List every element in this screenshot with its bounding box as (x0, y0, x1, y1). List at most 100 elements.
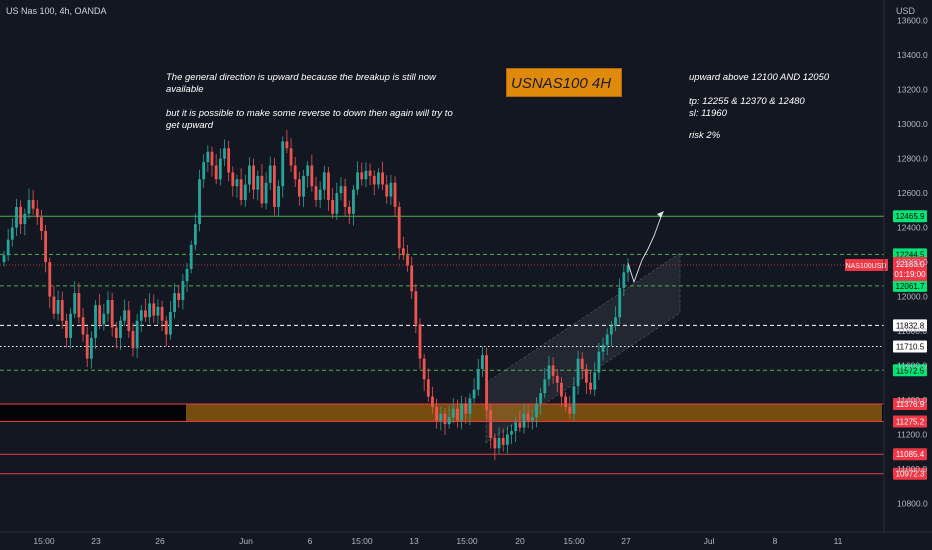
candle-body (139, 310, 143, 321)
candle-body (81, 317, 85, 335)
price-tick-label: 13200.0 (897, 85, 928, 95)
price-tick-label: 11800.0 (897, 326, 927, 336)
candle-body (181, 281, 185, 300)
candle-body (173, 293, 176, 313)
candle-body (364, 170, 368, 180)
level-badge (893, 448, 927, 461)
time-tick-label: 15:00 (33, 536, 55, 546)
candle-body (131, 331, 135, 349)
candle-body (256, 175, 260, 190)
projection-arrowhead (657, 211, 664, 218)
level-label: 12061.7 (896, 282, 925, 291)
candle-body (464, 403, 468, 414)
candle-body (526, 413, 530, 421)
candle-body (372, 175, 376, 185)
level-badge (893, 319, 927, 332)
candle-body (439, 413, 443, 421)
candle-body (327, 172, 330, 200)
candle-body (206, 151, 210, 163)
candle-body (189, 244, 193, 269)
candle-body (551, 365, 555, 376)
candle-body (156, 306, 160, 316)
candle-body (447, 417, 451, 425)
price-tick-label: 13400.0 (897, 50, 928, 60)
time-tick-label: 8 (773, 536, 778, 546)
note-risk: risk 2% (689, 130, 721, 141)
candle-body (593, 372, 597, 390)
note-sl: sl: 11960 (689, 108, 727, 119)
time-tick-label: 26 (155, 536, 165, 546)
level-badge (893, 415, 927, 428)
note-upward: upward above 12100 AND 12050 (689, 72, 830, 83)
candle-body (314, 186, 318, 200)
candle-body (622, 272, 626, 288)
candle-body (297, 179, 301, 197)
candle-body (119, 320, 122, 338)
level-badge (893, 364, 927, 377)
current-price-badge (893, 257, 927, 281)
candle-body (2, 255, 6, 263)
candle-body (414, 291, 418, 325)
candle-body (44, 231, 47, 263)
candle-body (572, 386, 576, 414)
candle-body (410, 265, 414, 292)
symbol-header: US Nas 100, 4h, OANDA (6, 6, 107, 16)
candle-body (89, 337, 93, 359)
candle-body (27, 200, 31, 214)
candle-body (248, 165, 251, 185)
level-label: 12244.5 (896, 250, 925, 259)
candle-body (227, 148, 231, 173)
candle-body (69, 313, 72, 338)
candle-body (501, 437, 505, 445)
candle-body (164, 320, 168, 335)
candle-body (193, 224, 197, 245)
candle-body (40, 217, 43, 232)
candle-body (335, 193, 339, 214)
candle-body (77, 293, 81, 318)
candle-body (243, 184, 247, 200)
time-tick-label: 11 (834, 536, 843, 546)
candle-body (85, 334, 89, 359)
candle-body (431, 396, 434, 407)
candle-body (144, 310, 147, 318)
level-label: 11832.8 (896, 321, 925, 330)
candle-body (19, 206, 23, 225)
candle-body (218, 158, 222, 180)
price-tick-label: 12600.0 (897, 188, 928, 198)
candle-body (306, 165, 310, 176)
level-label: 10972.3 (896, 470, 925, 479)
price-tick-label: 12400.0 (897, 223, 928, 233)
candle-body (310, 165, 314, 187)
candle-body (48, 262, 52, 297)
candle-body (522, 413, 526, 428)
candle-body (94, 305, 97, 338)
candle-body (555, 375, 559, 383)
candle-body (576, 358, 580, 387)
candle-body (169, 312, 172, 335)
price-tick-label: 12200.0 (897, 257, 928, 267)
candle-body (568, 406, 572, 414)
candle-body (589, 382, 592, 390)
candle-body (389, 182, 393, 197)
time-tick-label: Jul (704, 536, 715, 546)
level-badge (893, 397, 927, 410)
candle-body (543, 379, 547, 394)
price-tick-label: 10800.0 (897, 498, 928, 508)
candle-body (339, 186, 343, 194)
candle-body (60, 300, 64, 321)
candle-body (231, 172, 235, 187)
candle-body (352, 189, 355, 214)
candle-body (385, 184, 389, 197)
candle-body (127, 310, 131, 332)
candle-body (114, 327, 118, 338)
candle-body (52, 296, 56, 314)
price-levels: 12465.9 12244.5 12061.7 11832.8 11710.5 11572… (0, 210, 927, 480)
candle-body (460, 403, 463, 421)
candle-body (601, 344, 605, 352)
level-label: 11376.9 (896, 400, 925, 409)
candle-body (605, 334, 609, 345)
currency-label: USD (896, 6, 916, 16)
candle-body (597, 351, 601, 373)
